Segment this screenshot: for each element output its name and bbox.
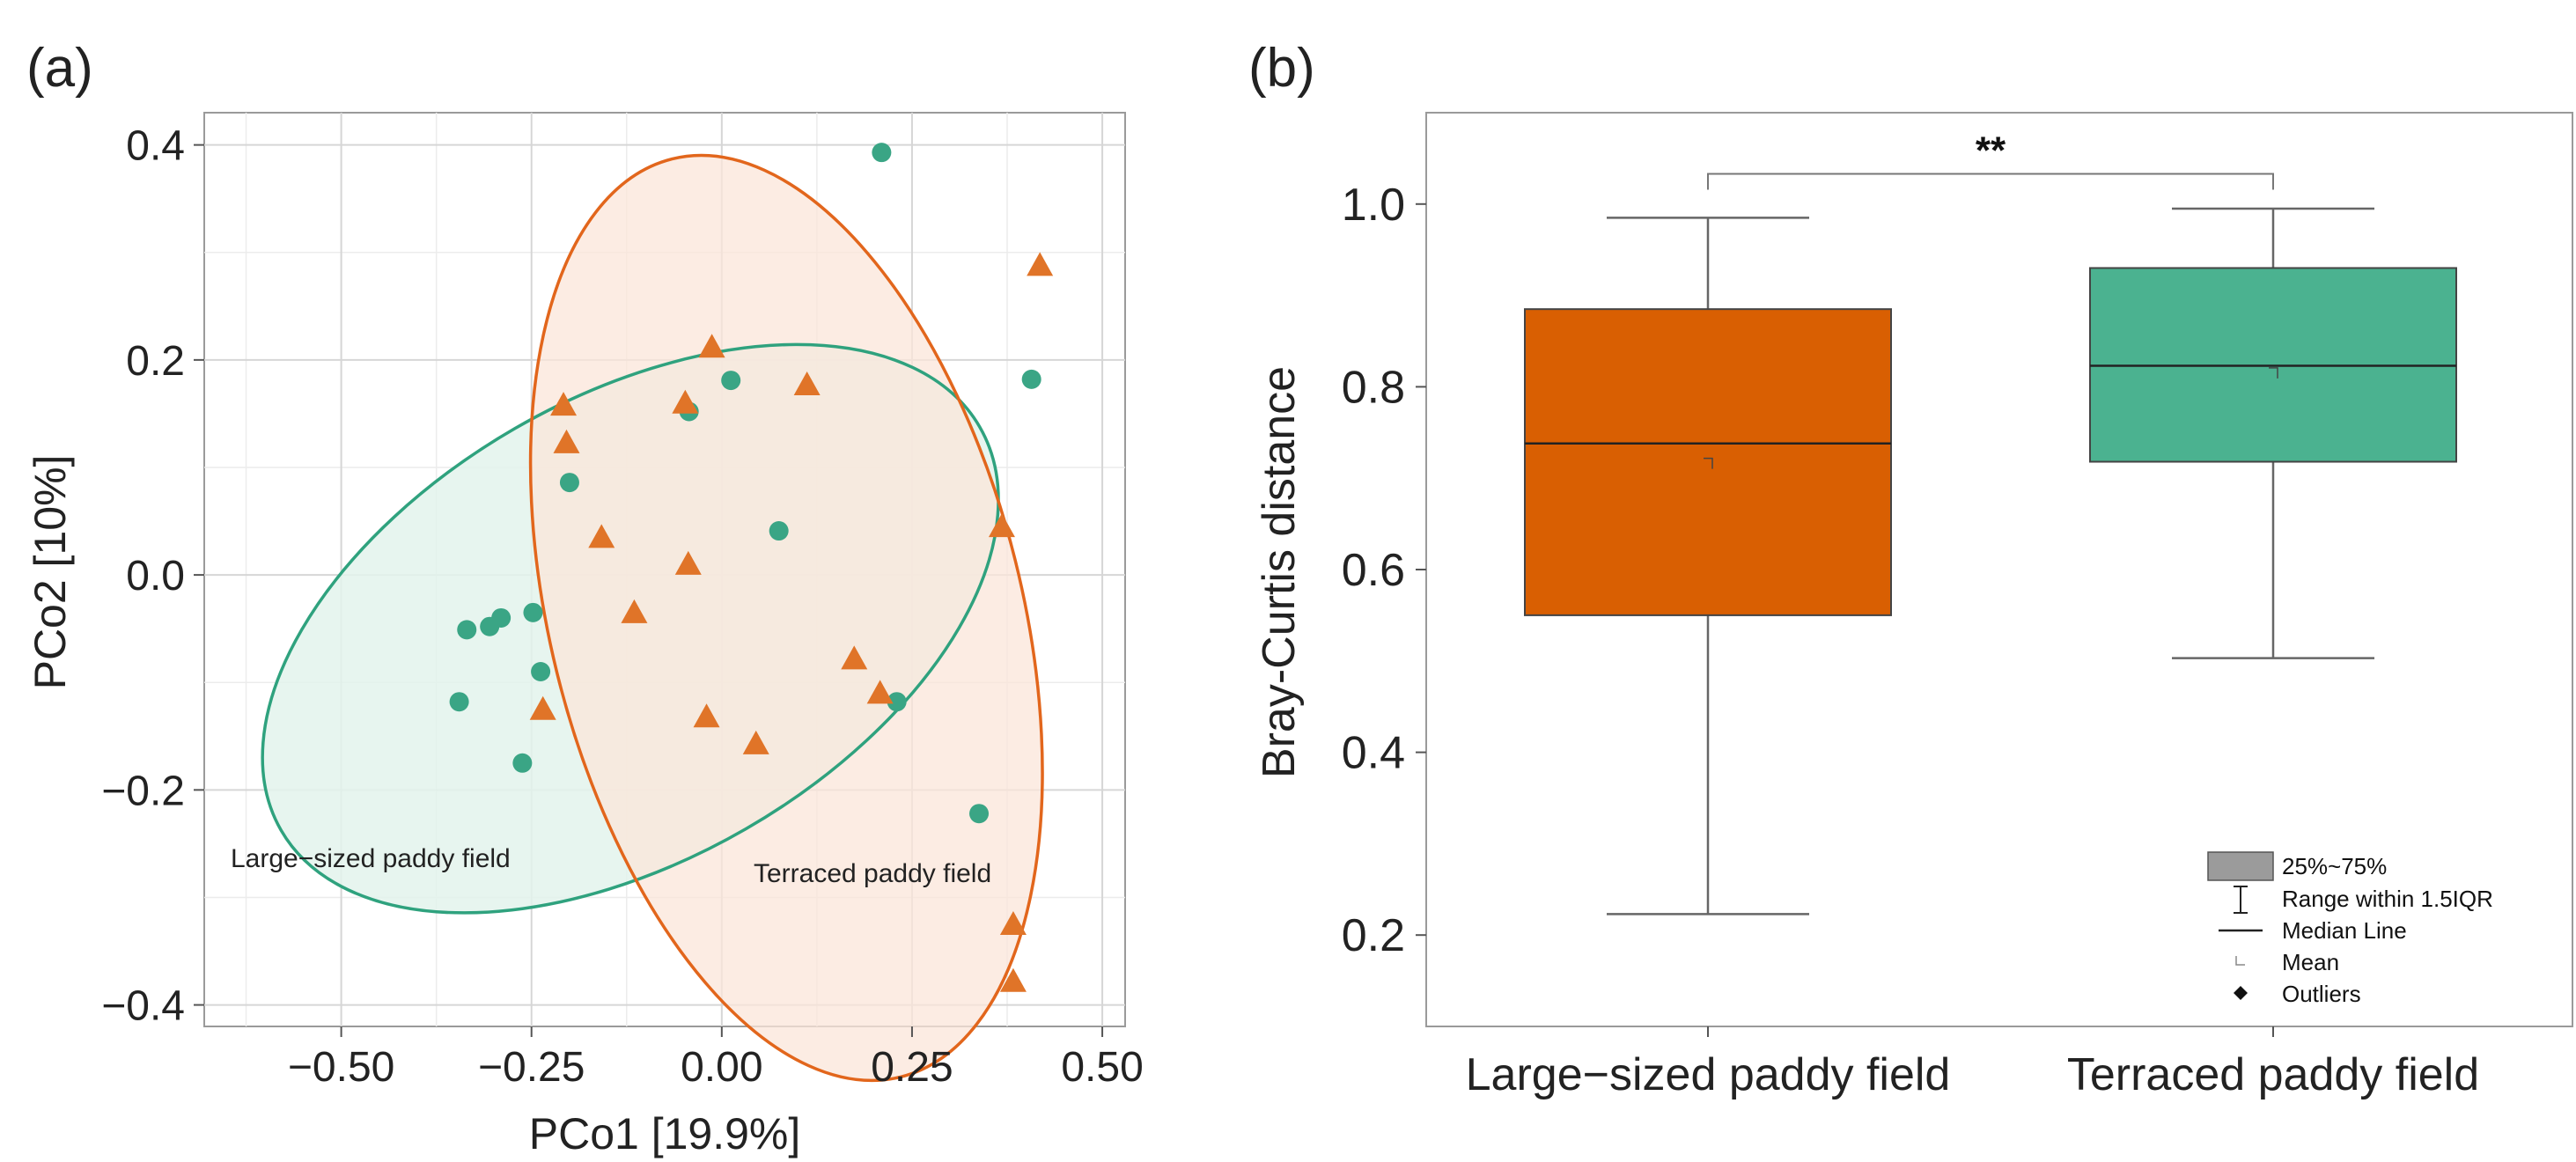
y-tick-label: 0.4 [126,123,185,170]
y-tick-label: 0.4 [1342,728,1405,779]
point-large-sized [457,620,477,640]
box-terraced [2089,207,2457,659]
mean-marker [2269,367,2278,379]
significance-bracket-line [1707,173,2274,190]
point-large-sized [872,143,892,163]
point-large-sized [969,804,990,824]
legend-mean-symbol [2235,956,2245,966]
ellipse-label-terraced: Terraced paddy field [754,859,991,888]
box-iqr [1524,308,1892,616]
point-large-sized [769,521,789,541]
x-tick-label: 0.25 [871,1044,953,1091]
point-terraced [550,392,578,416]
point-large-sized [1021,369,1041,389]
significance-bracket: ** [1707,129,2274,190]
legend-entry-range: Range within 1.5IQR [2282,886,2493,912]
panel-a-x-ticks: −0.50 −0.25 0.00 0.25 0.50 [288,1026,1144,1091]
mean-marker [1704,457,1713,469]
point-large-sized [531,662,551,682]
panel-a-pcoa-plot: Large−sized paddy field Terraced paddy f… [26,112,1144,1158]
panel-b-legend: 25%~75% Range within 1.5IQR Median Line … [2207,851,2493,1007]
point-large-sized [523,602,543,622]
x-tick-label: 0.50 [1061,1044,1143,1091]
y-tick-label: 0.2 [126,338,185,385]
point-terraced [621,599,648,623]
legend-range-symbol [2234,886,2248,914]
panel-b-boxes [1524,207,2457,916]
panel-b-label: (b) [1248,38,1315,99]
legend-entry-outliers: Outliers [2282,981,2361,1007]
panel-a-x-axis-label: PCo1 [19.9%] [529,1109,801,1158]
y-tick-label: 0.6 [1342,545,1405,596]
point-terraced [793,371,821,395]
ellipse-terraced [530,155,1043,1081]
point-terraced [672,389,699,414]
point-terraced [529,695,556,720]
ellipse-large-sized-outline [261,342,1000,915]
point-terraced [698,334,725,358]
y-tick-label: 0.8 [1342,362,1405,413]
point-terraced [988,513,1015,538]
significance-label: ** [1976,129,2006,173]
panel-b-y-axis-label: Bray-Curtis distance [1254,366,1305,778]
point-terraced [866,680,894,704]
ellipse-terraced-outline [528,153,1044,1083]
point-terraced [693,703,720,728]
panel-a-y-axis-label: PCo2 [10%] [26,455,75,690]
box-large-sized [1524,217,1892,916]
panel-b-box-plot: ** 0.2 0.4 0.6 0.8 1.0 Large−sized paddy fie… [1254,112,2573,1100]
panel-a-points [449,143,1054,992]
y-tick-label: 0.0 [126,553,185,599]
panel-a-label: (a) [26,38,93,99]
point-large-sized [512,753,533,773]
legend-entry-iqr: 25%~75% [2282,853,2387,879]
point-terraced [674,550,702,575]
panel-a-ellipses [261,153,1044,1083]
x-tick-label: Large−sized paddy field [1466,1049,1951,1100]
y-tick-label: 1.0 [1342,180,1405,231]
point-terraced [742,730,769,754]
point-large-sized [449,692,469,712]
panel-b-x-ticks: Large−sized paddy field Terraced paddy fi… [1466,1026,2479,1100]
x-tick-label: Terraced paddy field [2067,1049,2479,1100]
y-tick-label: 0.2 [1342,910,1405,961]
point-terraced [999,967,1027,992]
legend-entry-mean: Mean [2282,949,2339,975]
point-large-sized [559,473,579,493]
ellipse-label-large-sized: Large−sized paddy field [231,844,511,873]
point-terraced [999,910,1027,935]
point-terraced [841,645,868,670]
x-tick-label: 0.00 [681,1044,762,1091]
y-tick-label: −0.4 [101,983,185,1030]
legend-box-swatch [2207,851,2274,881]
y-tick-label: −0.2 [101,768,185,814]
point-large-sized [491,607,512,628]
point-terraced [1027,252,1054,276]
panel-b-y-ticks: 0.2 0.4 0.6 0.8 1.0 [1342,180,1426,961]
x-tick-label: −0.50 [288,1044,394,1091]
x-tick-label: −0.25 [478,1044,585,1091]
legend-outlier-symbol [2234,986,2248,1000]
point-large-sized [887,692,907,712]
point-terraced [553,429,580,453]
panel-a-y-ticks: −0.4 −0.2 0.0 0.2 0.4 [101,123,204,1030]
legend-entry-median: Median Line [2282,917,2407,944]
point-terraced [588,524,615,548]
point-large-sized [721,371,741,391]
